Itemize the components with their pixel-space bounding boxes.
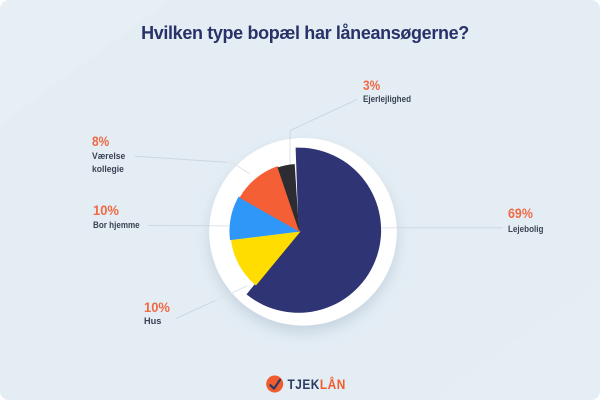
svg-text:TJEKLÅN: TJEKLÅN	[288, 376, 346, 392]
